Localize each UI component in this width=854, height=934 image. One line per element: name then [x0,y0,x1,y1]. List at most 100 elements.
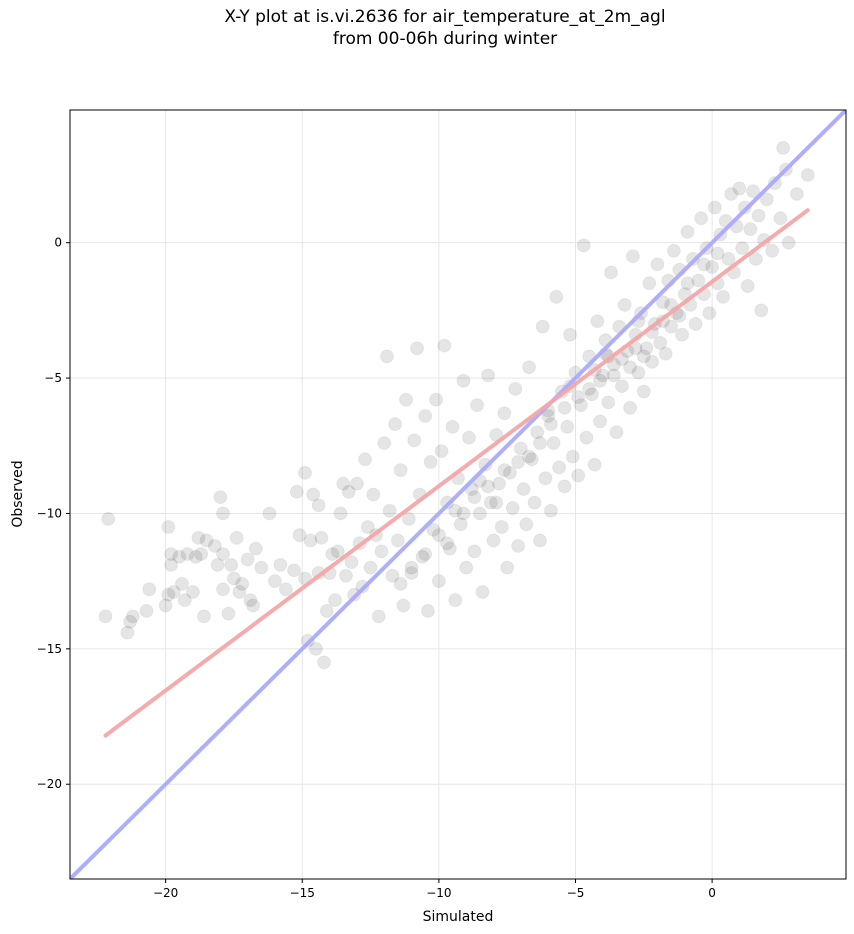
data-point [289,484,304,499]
data-point [765,243,780,258]
data-point [557,400,572,415]
data-point [653,335,668,350]
x-axis-label: Simulated [423,909,494,925]
data-point [278,582,293,597]
data-point [595,368,610,383]
data-point [601,395,616,410]
data-point [306,487,321,502]
axis-ticks: −20 −15 −10 −5 0 −20 −15 −10 −5 0 [37,236,716,900]
data-point [563,327,578,342]
data-point [500,560,515,575]
data-point [481,479,496,494]
data-point [511,538,526,553]
data-point [732,181,747,196]
data-point [587,457,602,472]
data-point [502,465,517,480]
data-point [379,349,394,364]
data-point [751,208,766,223]
data-point [360,519,375,534]
regression-line [103,208,810,738]
data-point [623,400,638,415]
data-point [166,584,181,599]
data-point [404,566,419,581]
data-point [481,368,496,383]
data-point [437,338,452,353]
data-point [216,582,231,597]
data-point [650,257,665,272]
data-point [390,533,405,548]
data-point [404,560,419,575]
data-point [486,533,501,548]
data-point [532,533,547,548]
data-point [349,476,364,491]
data-point [688,316,703,331]
data-point [418,408,433,423]
data-point [410,341,425,356]
data-point [418,547,433,562]
data-point [552,460,567,475]
reference-lines [70,110,846,879]
data-point [344,555,359,570]
data-point [314,530,329,545]
data-point [565,449,580,464]
data-point [456,373,471,388]
data-point [101,511,116,526]
data-point [606,357,621,372]
data-point [776,140,791,155]
x-tick-label: 0 [708,886,716,900]
data-point [614,379,629,394]
data-point [516,482,531,497]
data-point [213,490,228,505]
data-point [448,503,463,518]
data-point [571,468,586,483]
data-points [98,140,815,670]
data-point [191,530,206,545]
data-point [576,238,591,253]
data-point [297,465,312,480]
data-point [232,584,247,599]
data-point [789,186,804,201]
data-point [475,584,490,599]
data-point [125,609,140,624]
grid-lines [70,110,846,879]
data-point [366,487,381,502]
data-point [317,655,332,670]
data-point [631,365,646,380]
data-point [431,528,446,543]
data-point [172,549,187,564]
data-point [491,476,506,491]
data-point [287,563,302,578]
data-point [467,490,482,505]
data-point [800,167,815,182]
data-point [442,541,457,556]
data-point [579,430,594,445]
data-point [557,479,572,494]
data-point [519,517,534,532]
data-point [655,295,670,310]
x-tick-label: −10 [426,886,451,900]
data-point [494,519,509,534]
data-point [743,222,758,237]
data-point [434,444,449,459]
data-point [445,419,460,434]
data-point [333,506,348,521]
data-point [325,547,340,562]
data-point [702,306,717,321]
data-point [415,549,430,564]
data-point [740,279,755,294]
data-point [538,471,553,486]
data-point [216,506,231,521]
data-point [139,603,154,618]
data-point [511,455,526,470]
data-point [385,568,400,583]
data-point [175,576,190,591]
data-point [196,609,211,624]
data-point [658,346,673,361]
x-tick-label: −15 [290,886,315,900]
data-point [303,533,318,548]
data-point [497,406,512,421]
data-point [746,184,761,199]
data-point [508,381,523,396]
data-point [311,498,326,513]
data-point [625,249,640,264]
